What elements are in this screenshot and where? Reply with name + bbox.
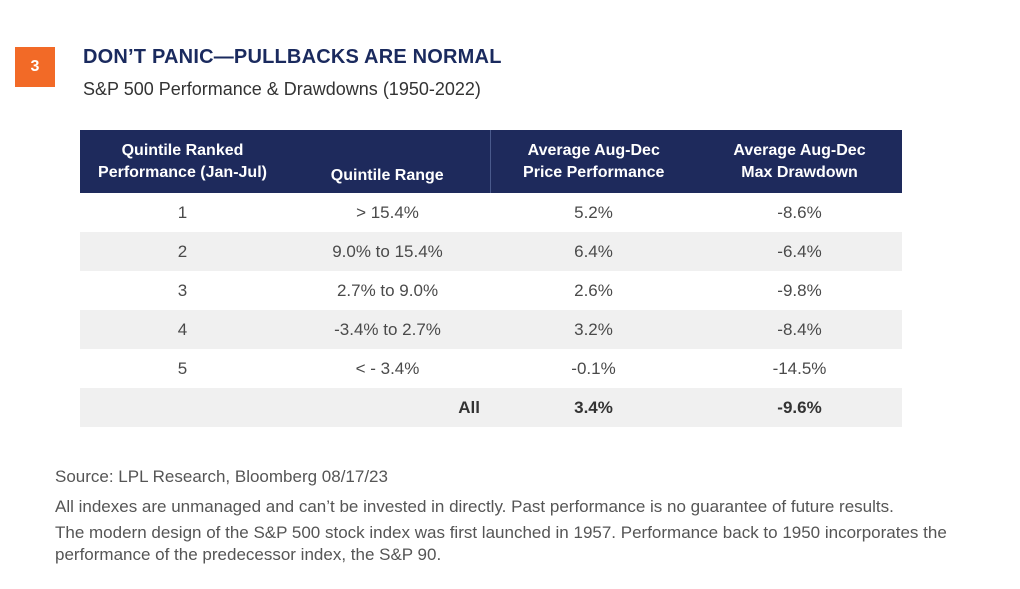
header-max-drawdown: Average Aug-Dec Max Drawdown [697, 130, 902, 193]
cell-performance: 5.2% [574, 202, 613, 222]
disclaimer-note: All indexes are unmanaged and can’t be i… [55, 497, 894, 516]
cell-quintile: 2 [80, 232, 285, 271]
cell-range: > 15.4% [356, 202, 419, 222]
cell-all-label: All [285, 388, 490, 427]
performance-table: Quintile Ranked Performance (Jan-Jul) Qu… [80, 130, 902, 427]
chart-title: DON’T PANIC—PULLBACKS ARE NORMAL [83, 46, 502, 68]
cell-empty [80, 388, 285, 427]
cell-quintile: 1 [177, 202, 188, 222]
footnotes: Source: LPL Research, Bloomberg 08/17/23… [55, 466, 995, 566]
cell-drawdown: -6.4% [697, 232, 902, 271]
cell-range: -3.4% to 2.7% [285, 310, 490, 349]
table-total-row: All 3.4% -9.6% [80, 388, 902, 427]
cell-drawdown: -14.5% [772, 358, 827, 378]
header-price-performance: Average Aug-Dec Price Performance [489, 130, 697, 193]
cell-all-performance: 3.4% [490, 388, 697, 427]
header-quintile-range: Quintile Range [285, 130, 490, 193]
source-note: Source: LPL Research, Bloomberg 08/17/23 [55, 467, 388, 486]
cell-performance: 6.4% [490, 232, 697, 271]
table-header-row: Quintile Ranked Performance (Jan-Jul) Qu… [80, 130, 902, 193]
cell-all-drawdown: -9.6% [697, 388, 902, 427]
cell-drawdown: -8.4% [697, 310, 902, 349]
table-row: 1 > 15.4% 5.2% -8.6% [80, 193, 902, 232]
cell-drawdown: -8.6% [777, 202, 822, 222]
cell-range: < - 3.4% [355, 358, 420, 378]
table-row: 5 < - 3.4% -0.1% -14.5% [80, 349, 902, 388]
cell-quintile: 3 [177, 280, 188, 300]
cell-drawdown: -9.8% [777, 280, 822, 300]
cell-quintile: 5 [177, 358, 188, 378]
cell-range: 9.0% to 15.4% [285, 232, 490, 271]
table-row: 3 2.7% to 9.0% 2.6% -9.8% [80, 271, 902, 310]
table-row: 4 -3.4% to 2.7% 3.2% -8.4% [80, 310, 902, 349]
chart-subtitle: S&P 500 Performance & Drawdowns (1950-20… [83, 79, 481, 99]
cell-range: 2.7% to 9.0% [336, 280, 439, 300]
header-quintile-ranked: Quintile Ranked Performance (Jan-Jul) [80, 130, 285, 193]
history-note: The modern design of the S&P 500 stock i… [55, 523, 947, 564]
cell-quintile: 4 [80, 310, 285, 349]
figure-number-badge: 3 [15, 47, 55, 87]
cell-performance: 2.6% [574, 280, 613, 300]
cell-performance: -0.1% [571, 358, 616, 378]
table-row: 2 9.0% to 15.4% 6.4% -6.4% [80, 232, 902, 271]
cell-performance: 3.2% [490, 310, 697, 349]
